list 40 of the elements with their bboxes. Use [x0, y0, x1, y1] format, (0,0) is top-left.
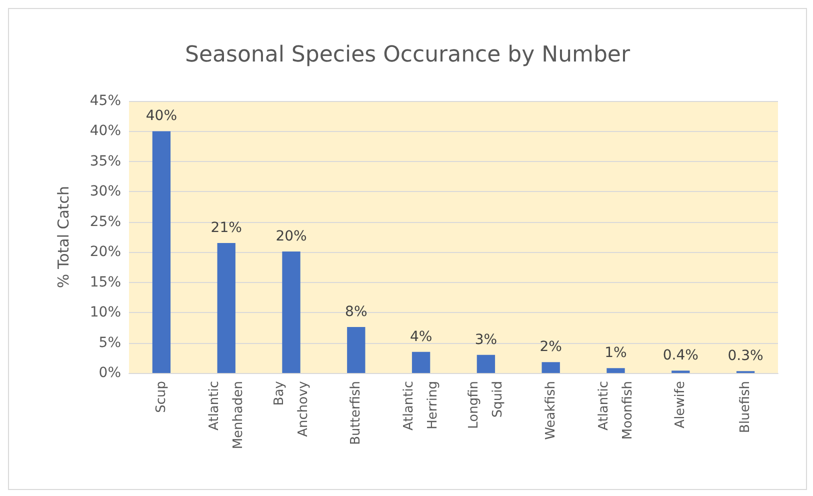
y-axis-title: % Total Catch	[54, 186, 72, 288]
bar	[347, 327, 366, 373]
bar	[282, 252, 300, 373]
data-label: 2%	[540, 339, 562, 356]
data-label: 40%	[146, 108, 178, 124]
bar	[412, 352, 430, 373]
data-label: 0.4%	[662, 348, 698, 364]
data-label: 21%	[210, 220, 242, 236]
y-tick-label: 40%	[90, 123, 121, 140]
data-label: 4%	[410, 328, 432, 345]
x-tick-label: Scup	[154, 381, 169, 413]
y-tick-label: 45%	[90, 93, 121, 109]
x-tick-label: Weakfish	[543, 381, 558, 440]
y-tick-label: 15%	[90, 274, 121, 290]
x-tick-label: Alewife	[673, 381, 688, 428]
x-tick-label: Longfin Squid	[466, 381, 506, 429]
y-tick-label: 25%	[90, 214, 121, 230]
data-label: 8%	[345, 304, 368, 320]
data-label: 1%	[604, 345, 627, 362]
x-tick-label: Bay Anchovy	[272, 380, 311, 437]
bar	[476, 354, 496, 373]
x-tick-label: Atlantic Menhaden	[206, 381, 246, 450]
y-tick-label: 20%	[90, 244, 121, 260]
x-tick-label: Bluefish	[738, 381, 754, 433]
y-tick-label: 10%	[90, 304, 121, 321]
bar	[542, 362, 560, 373]
y-tick-label: 5%	[98, 334, 121, 351]
x-tick-label: Butterfish	[348, 381, 364, 445]
y-tick-label: 35%	[90, 153, 121, 170]
x-tick-label: Atlantic Moonfish	[596, 381, 636, 440]
bar	[152, 131, 171, 373]
bar	[606, 368, 625, 373]
bar	[217, 243, 236, 373]
data-label: 3%	[474, 332, 498, 348]
chart-title: Seasonal Species Occurance by Number	[185, 42, 631, 68]
data-label: 20%	[276, 228, 307, 245]
y-tick-label: 30%	[90, 184, 121, 200]
data-label: 0.3%	[728, 348, 764, 364]
x-tick-label: Atlantic Herring	[402, 381, 441, 430]
y-tick-label: 0%	[98, 365, 121, 381]
